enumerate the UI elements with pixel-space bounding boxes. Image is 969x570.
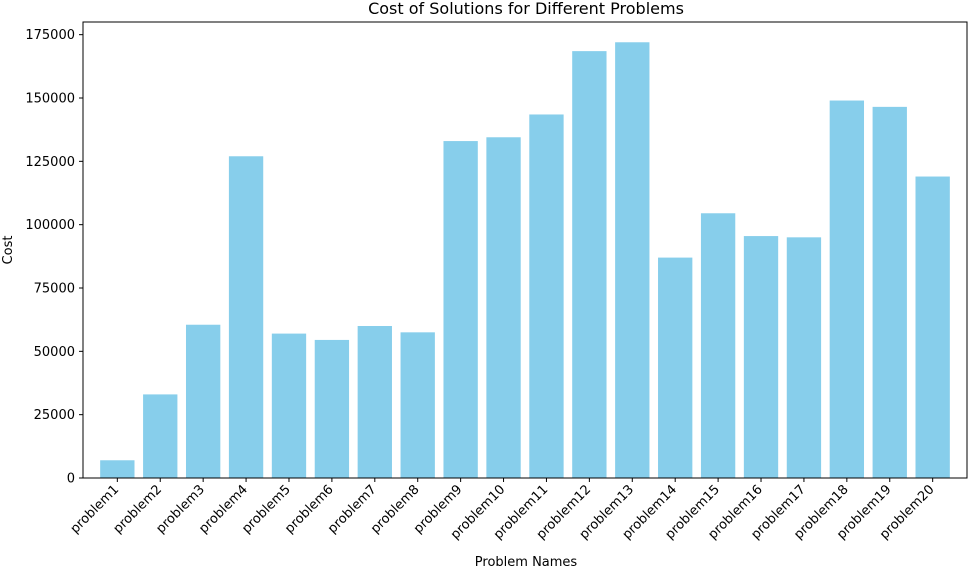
bar-problem14	[658, 257, 693, 478]
plot-area: problem1problem2problem3problem4problem5…	[25, 21, 968, 543]
bar-problem6	[314, 339, 350, 478]
y-tick-label: 125000	[25, 155, 75, 170]
y-axis-label: Cost	[1, 236, 16, 265]
y-tick-label: 0	[67, 472, 75, 487]
bar-problem1	[100, 460, 135, 478]
y-tick-label: 100000	[25, 218, 75, 233]
plot-frame	[82, 21, 968, 479]
bar-problem9	[443, 141, 478, 478]
chart-title: Cost of Solutions for Different Problems	[368, 0, 684, 18]
bar-problem2	[143, 394, 178, 478]
y-tick-label: 175000	[25, 28, 75, 43]
bar-problem4	[228, 156, 264, 478]
bar-problem10	[486, 137, 521, 478]
y-tick-label: 25000	[34, 408, 75, 423]
y-tick-label: 50000	[34, 345, 75, 360]
bar-problem13	[615, 42, 650, 479]
bar-problem8	[400, 332, 435, 478]
bar-problem19	[872, 106, 907, 479]
y-tick-label: 75000	[34, 282, 75, 297]
bar-problem5	[271, 333, 307, 478]
y-tick-label: 150000	[25, 92, 75, 107]
bar-problem20	[915, 176, 950, 478]
bar-problem17	[786, 237, 822, 478]
x-axis-label: Problem Names	[475, 555, 578, 570]
bar-problem7	[357, 326, 392, 478]
bar-problem16	[743, 236, 779, 478]
bar-problem3	[185, 324, 221, 478]
bar-problem18	[829, 100, 865, 478]
bar-problem15	[700, 213, 736, 478]
bar-problem12	[572, 51, 607, 478]
bar-problem11	[529, 114, 564, 478]
